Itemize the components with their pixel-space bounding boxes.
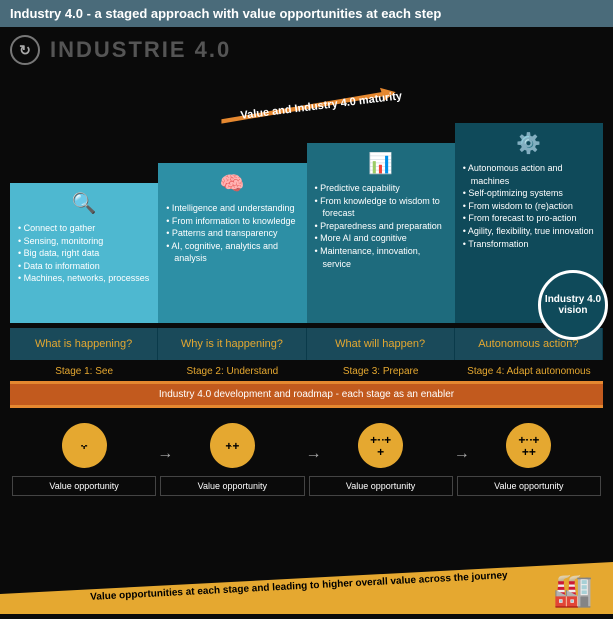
value-item: ++→: [158, 423, 306, 468]
value-label: Value opportunity: [12, 476, 156, 496]
stage-bullets: Autonomous action and machinesSelf-optim…: [463, 162, 595, 250]
questions-row: What is happening?Why is it happening?Wh…: [0, 328, 613, 360]
question: What is happening?: [10, 328, 158, 360]
stage-bullets: Intelligence and understandingFrom infor…: [166, 202, 298, 265]
value-item: +++ +→: [307, 423, 455, 468]
stage-bullets: Connect to gatherSensing, monitoringBig …: [18, 222, 150, 285]
stage-bullets: Predictive capabilityFrom knowledge to w…: [315, 182, 447, 270]
value-label: Value opportunity: [309, 476, 453, 496]
subtitle-text: INDUSTRIE 4.0: [50, 37, 231, 63]
value-label: Value opportunity: [457, 476, 601, 496]
roadmap-bar: Industry 4.0 development and roadmap - e…: [10, 381, 603, 408]
stage-icon: 🧠: [166, 171, 298, 196]
vision-circle: Industry 4.0 vision: [538, 270, 608, 340]
value-item: +→: [10, 423, 158, 468]
question: What will happen?: [307, 328, 455, 360]
value-label: Value opportunity: [160, 476, 304, 496]
value-item: +++ ++: [455, 423, 603, 468]
stages-container: 🔍 Connect to gatherSensing, monitoringBig…: [0, 123, 613, 323]
subtitle-row: ↻ INDUSTRIE 4.0: [0, 27, 613, 73]
stage-2: 🧠 Intelligence and understandingFrom info…: [158, 163, 306, 323]
value-labels-row: Value opportunityValue opportunityValue …: [0, 476, 613, 496]
stage-label: Stage 2: Understand: [158, 364, 306, 379]
factory-icon: 🏭: [553, 571, 593, 609]
page-header: Industry 4.0 - a staged approach with va…: [0, 0, 613, 27]
question: Why is it happening?: [158, 328, 306, 360]
stage-icon: 📊: [315, 151, 447, 176]
stage-labels-row: Stage 1: SeeStage 2: UnderstandStage 3: …: [0, 364, 613, 379]
stage-label: Stage 4: Adapt autonomous: [455, 364, 603, 379]
stage-1: 🔍 Connect to gatherSensing, monitoringBig…: [10, 183, 158, 323]
stage-3: 📊 Predictive capabilityFrom knowledge to …: [307, 143, 455, 323]
value-row: +→++→+++ +→+++ ++: [0, 423, 613, 468]
logo-icon: ↻: [10, 35, 40, 65]
stage-icon: ⚙️: [463, 131, 595, 156]
stage-icon: 🔍: [18, 191, 150, 216]
stage-label: Stage 3: Prepare: [307, 364, 455, 379]
stage-label: Stage 1: See: [10, 364, 158, 379]
